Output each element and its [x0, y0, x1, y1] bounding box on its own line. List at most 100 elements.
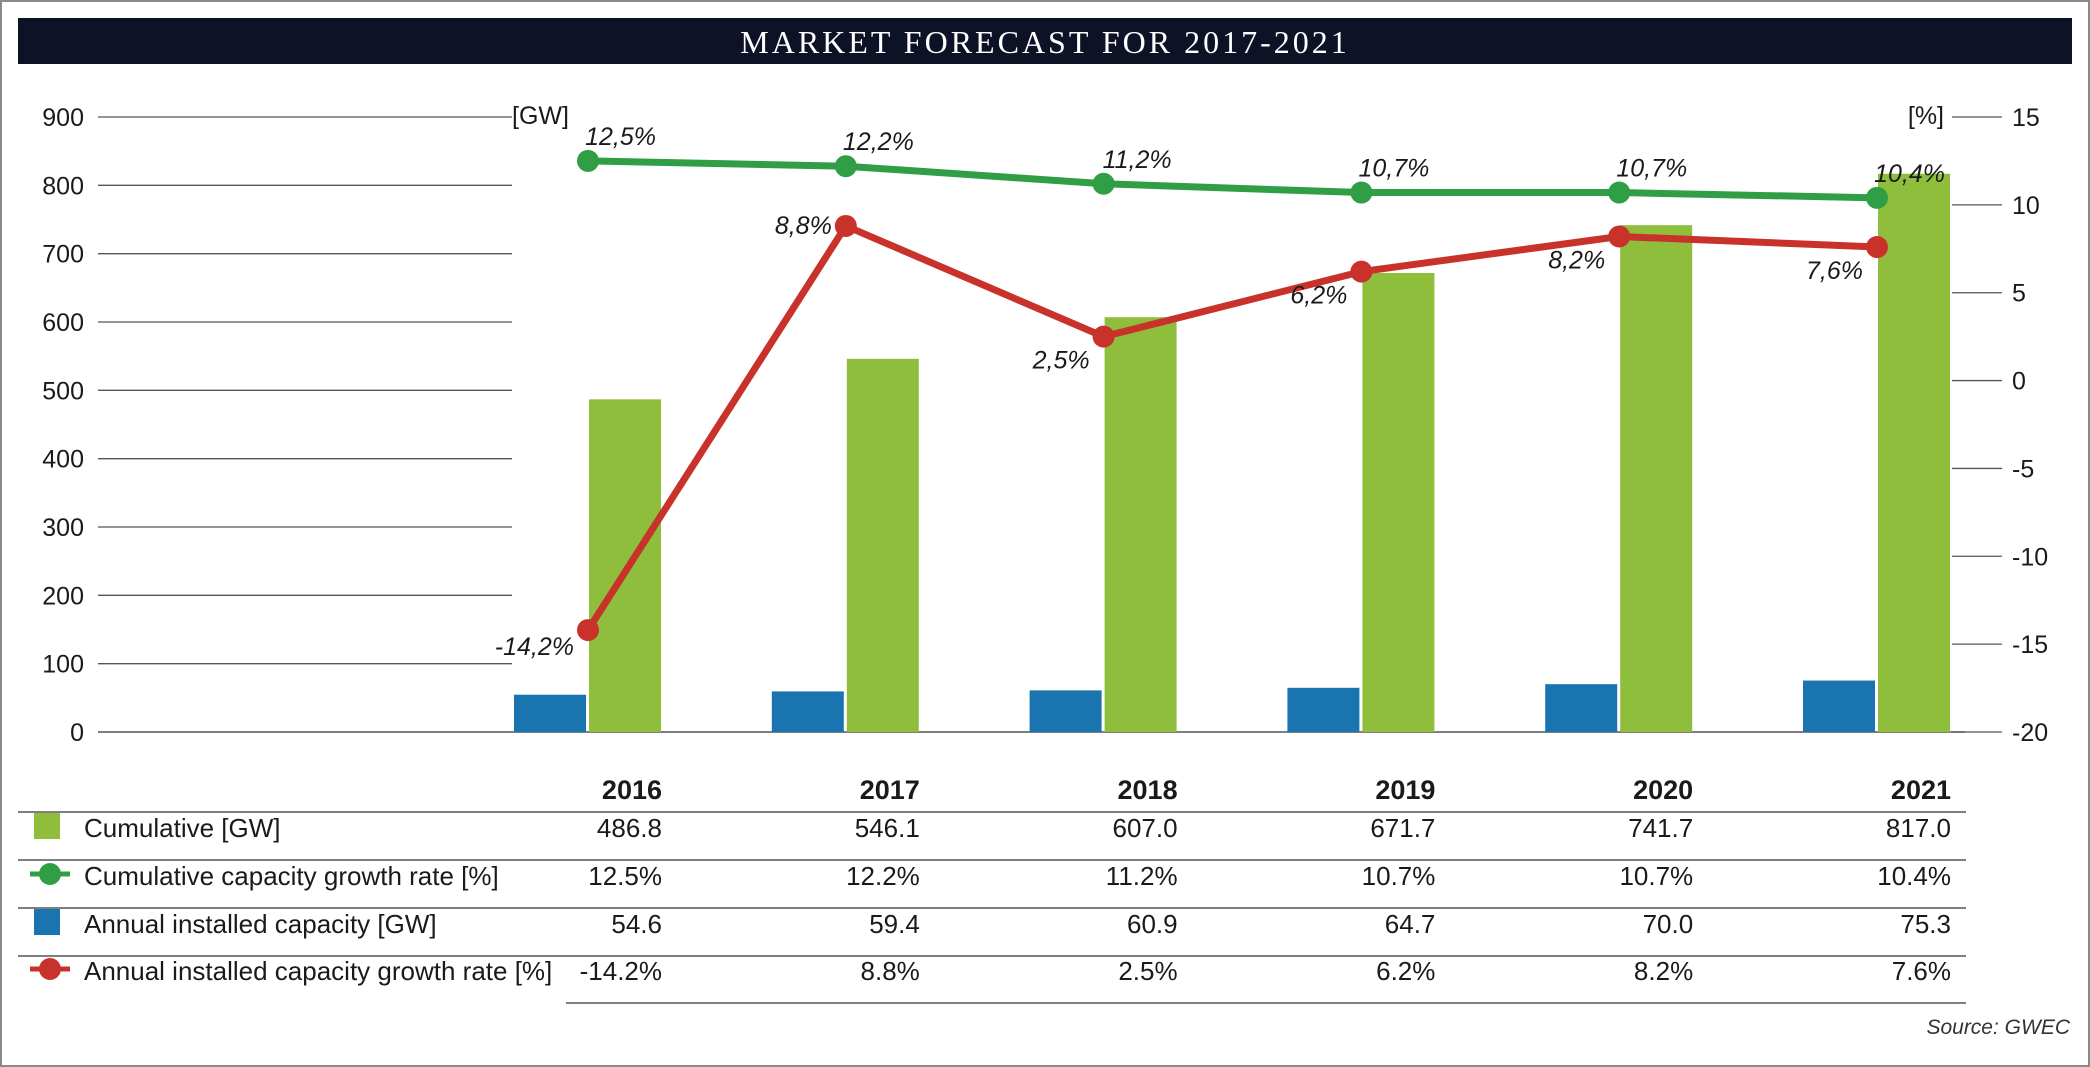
table-cell: 12.2%: [846, 861, 920, 891]
right-axis-ticks: -20 -15 -10 -5 0 5 10 15: [1952, 104, 2048, 747]
annual-growth-point: [1608, 225, 1631, 248]
annual-growth-data-label: 8,2%: [1548, 246, 1605, 274]
right-axis-unit: [%]: [1908, 102, 1944, 130]
left-tick-label: 400: [42, 446, 84, 474]
cumulative-growth-data-label: 10,4%: [1874, 160, 1945, 188]
table-cell: 8.8%: [861, 956, 920, 986]
cumulative-growth-point: [834, 155, 857, 178]
right-tick-label: 10: [2012, 192, 2040, 220]
cumulative-growth-point: [1866, 186, 1888, 209]
right-tick-label: -5: [2012, 455, 2034, 483]
table-cell: 7.6%: [1892, 956, 1951, 986]
cumulative-bar: [1620, 225, 1693, 732]
annual-growth-data-label: 2,5%: [1032, 347, 1090, 375]
left-tick-label: 800: [42, 172, 84, 200]
bars: [514, 173, 1950, 732]
right-tick-label: 5: [2012, 280, 2026, 308]
annual-growth-point: [1350, 260, 1373, 283]
annual-bar: [1029, 690, 1102, 732]
left-tick-label: 100: [42, 651, 84, 679]
left-tick-label: 300: [42, 514, 84, 542]
annual-growth-point: [834, 214, 857, 237]
left-tick-label: 600: [42, 309, 84, 337]
title-bar: [18, 18, 2072, 64]
table-cell: 11.2%: [1106, 861, 1178, 891]
table-year-header: 2016: [602, 775, 662, 805]
table-year-header: 2018: [1118, 775, 1178, 805]
legend-square-marker: [34, 909, 60, 935]
right-tick-label: -20: [2012, 719, 2048, 747]
cumulative-growth-data-label: 11,2%: [1103, 146, 1172, 174]
table-cell: 741.7: [1628, 813, 1693, 843]
left-axis-ticks: 0 100 200 300 400 500 600 700 800 900: [42, 104, 84, 747]
annual-growth-point: [1092, 325, 1115, 348]
cumulative-growth-data-label: 12,2%: [843, 128, 914, 156]
annual-growth-line: [585, 222, 1878, 632]
cumulative-growth-data-label: 10,7%: [1616, 155, 1687, 183]
cumulative-bar: [1878, 173, 1950, 732]
annual-bar: [1803, 680, 1875, 732]
table-cell: 59.4: [869, 909, 920, 939]
cumulative-growth-point: [577, 149, 599, 172]
chart-title: MARKET FORECAST FOR 2017-2021: [740, 24, 1349, 60]
annual-growth-point: [577, 619, 599, 642]
cumulative-growth-line: [587, 157, 1878, 202]
cumulative-growth-point: [1608, 181, 1631, 204]
table-year-header: 2020: [1633, 775, 1693, 805]
annual-growth-point: [1866, 236, 1888, 259]
table-year-header: 2019: [1375, 775, 1435, 805]
data-table: 2016 2017 2018 2019 2020 2021 Cumulative [GW] 4…: [18, 775, 1966, 1004]
table-cell: 8.2%: [1634, 956, 1693, 986]
table-cell: 671.7: [1370, 813, 1435, 843]
right-tick-label: 0: [2012, 368, 2026, 396]
table-row-label: Cumulative [GW]: [84, 813, 281, 843]
table-cell: 70.0: [1643, 909, 1694, 939]
table-row-label: Cumulative capacity growth rate [%]: [84, 861, 499, 891]
cumulative-growth-data-label: 10,7%: [1359, 155, 1430, 183]
table-cell: 546.1: [855, 813, 920, 843]
cumulative-bar: [1362, 273, 1435, 732]
growth-lines: 12,5% 12,2% 11,2% 10,7% 10,7% 10,4% -14,2% 8,8%…: [495, 123, 1945, 661]
table-row-label: Annual installed capacity growth rate [%…: [84, 956, 552, 986]
legend-square-marker: [34, 813, 60, 839]
annual-growth-data-label: 8,8%: [775, 212, 832, 240]
table-cell: 6.2%: [1376, 956, 1435, 986]
table-cell: 64.7: [1385, 909, 1436, 939]
left-tick-label: 900: [42, 104, 84, 132]
table-year-header: 2021: [1891, 775, 1951, 805]
table-cell: 75.3: [1900, 909, 1951, 939]
cumulative-bar: [846, 358, 919, 732]
left-tick-label: 500: [42, 377, 84, 405]
table-row-label: Annual installed capacity [GW]: [84, 909, 437, 939]
left-tick-label: 200: [42, 582, 84, 610]
table-cell: 2.5%: [1118, 956, 1177, 986]
legend-dot-marker: [39, 863, 61, 885]
left-axis-unit: [GW]: [512, 102, 569, 130]
annual-growth-data-label: 7,6%: [1806, 257, 1863, 285]
right-tick-label: 15: [2012, 104, 2040, 132]
table-year-header: 2017: [860, 775, 920, 805]
source-note: Source: GWEC: [1926, 1016, 2070, 1039]
right-tick-label: -10: [2012, 543, 2048, 571]
table-cell: 12.5%: [588, 861, 662, 891]
table-cell: 10.4%: [1877, 861, 1951, 891]
annual-bar: [1545, 684, 1618, 732]
left-tick-label: 0: [70, 719, 84, 747]
legend-dot-marker: [39, 958, 61, 980]
table-cell: 817.0: [1886, 813, 1951, 843]
table-cell: 607.0: [1113, 813, 1178, 843]
annual-bar: [1287, 687, 1360, 732]
table-cell: 60.9: [1127, 909, 1178, 939]
annual-growth-data-label: -14,2%: [495, 633, 574, 661]
annual-bar: [771, 691, 844, 732]
table-cell: 54.6: [611, 909, 662, 939]
table-cell: 486.8: [597, 813, 662, 843]
cumulative-growth-point: [1092, 172, 1115, 195]
cumulative-bar: [1104, 317, 1177, 732]
cumulative-growth-data-label: 12,5%: [585, 123, 656, 151]
cumulative-growth-point: [1350, 181, 1373, 204]
table-cell: 10.7%: [1619, 861, 1693, 891]
